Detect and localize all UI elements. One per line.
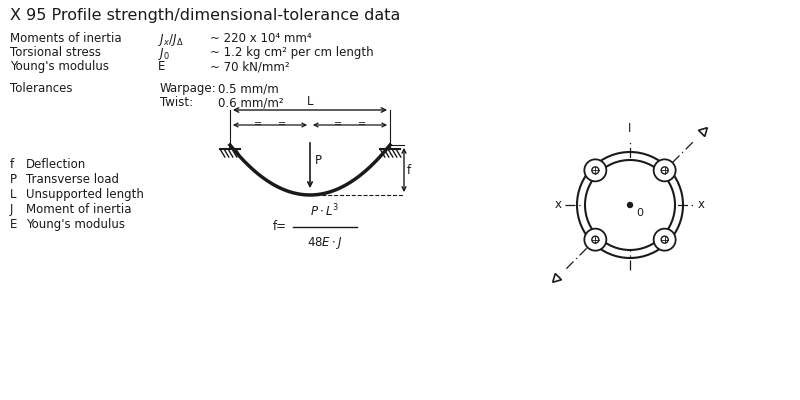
Text: L: L (10, 188, 17, 201)
Text: Young's modulus: Young's modulus (26, 218, 125, 231)
Text: E: E (10, 218, 18, 231)
Circle shape (627, 202, 633, 208)
Text: L: L (306, 95, 314, 108)
Text: Twist:: Twist: (160, 96, 193, 109)
Text: E: E (158, 60, 166, 73)
Text: Tolerances: Tolerances (10, 82, 73, 95)
Text: $J_x/J_\Delta$: $J_x/J_\Delta$ (158, 32, 184, 48)
Text: I: I (628, 122, 632, 135)
Circle shape (661, 236, 668, 243)
Circle shape (584, 229, 606, 251)
Text: Deflection: Deflection (26, 158, 86, 171)
Circle shape (592, 236, 599, 243)
Text: f: f (10, 158, 14, 171)
Text: Moments of inertia: Moments of inertia (10, 32, 122, 45)
Text: ~ 70 kN/mm²: ~ 70 kN/mm² (210, 60, 290, 73)
Circle shape (654, 229, 676, 251)
Text: Unsupported length: Unsupported length (26, 188, 144, 201)
Text: Torsional stress: Torsional stress (10, 46, 101, 59)
Text: =: = (278, 119, 286, 129)
Circle shape (654, 159, 676, 181)
Text: =: = (334, 119, 342, 129)
Text: 0.5 mm/m: 0.5 mm/m (218, 82, 278, 95)
Text: f: f (407, 164, 411, 176)
Text: $48E \cdot J$: $48E \cdot J$ (307, 235, 343, 251)
Text: X 95 Profile strength/dimensional-tolerance data: X 95 Profile strength/dimensional-tolera… (10, 8, 400, 23)
Circle shape (584, 159, 606, 181)
Text: Transverse load: Transverse load (26, 173, 119, 186)
Text: x: x (698, 198, 705, 212)
Text: P: P (315, 154, 322, 167)
Circle shape (585, 160, 675, 250)
Text: =: = (358, 119, 366, 129)
Circle shape (577, 152, 683, 258)
Text: ~ 220 x 10⁴ mm⁴: ~ 220 x 10⁴ mm⁴ (210, 32, 312, 45)
Text: f=: f= (273, 220, 287, 234)
Text: $J_0$: $J_0$ (158, 46, 170, 62)
Text: P: P (10, 173, 17, 186)
Text: Young's modulus: Young's modulus (10, 60, 109, 73)
Circle shape (592, 167, 599, 174)
Text: ~ 1.2 kg cm² per cm length: ~ 1.2 kg cm² per cm length (210, 46, 374, 59)
Text: 0: 0 (636, 208, 643, 218)
Text: x: x (555, 198, 562, 212)
Text: Moment of inertia: Moment of inertia (26, 203, 131, 216)
Circle shape (661, 167, 668, 174)
Text: Warpage:: Warpage: (160, 82, 217, 95)
Text: =: = (254, 119, 262, 129)
Text: J: J (10, 203, 14, 216)
Text: 0.6 mm/m²: 0.6 mm/m² (218, 96, 284, 109)
Text: $P \cdot L^3$: $P \cdot L^3$ (310, 202, 340, 219)
